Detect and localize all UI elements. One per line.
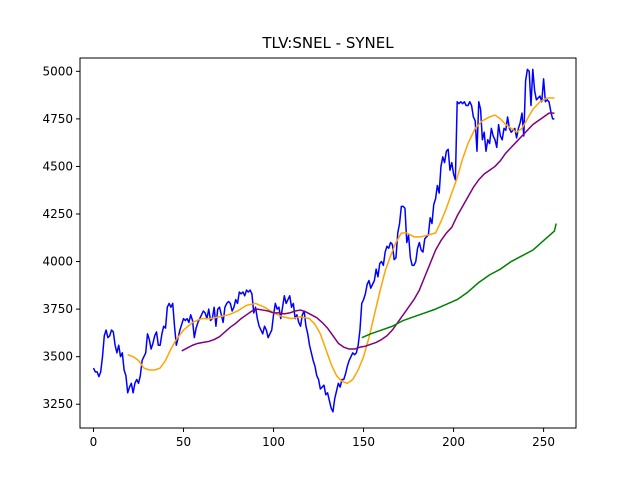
plot-frame (79, 57, 577, 429)
x-tick-label: 100 (262, 435, 285, 449)
series-line-2 (127, 97, 555, 385)
y-tick-label: 3750 (42, 302, 73, 316)
series-line-3 (181, 112, 555, 352)
x-axis: 0 50 100 150 200 250 (90, 428, 555, 449)
y-tick-label: 5000 (42, 64, 73, 78)
y-tick-label: 4500 (42, 159, 73, 173)
x-tick-label: 150 (352, 435, 375, 449)
series-layer (92, 68, 557, 413)
series-line-4 (361, 223, 557, 339)
series-line-1 (92, 68, 555, 413)
y-tick-label: 3500 (42, 350, 73, 364)
x-tick-label: 250 (532, 435, 555, 449)
y-tick-label: 4750 (42, 112, 73, 126)
x-tick-label: 50 (176, 435, 191, 449)
x-tick-label: 200 (442, 435, 465, 449)
x-tick-label: 0 (90, 435, 98, 449)
y-tick-label: 4000 (42, 255, 73, 269)
y-tick-label: 4250 (42, 207, 73, 221)
y-tick-label: 3250 (42, 397, 73, 411)
chart-title: TLV:SNEL - SYNEL (261, 34, 394, 52)
y-axis: 3250 3500 3750 4000 4250 4500 4750 5000 (42, 64, 80, 411)
